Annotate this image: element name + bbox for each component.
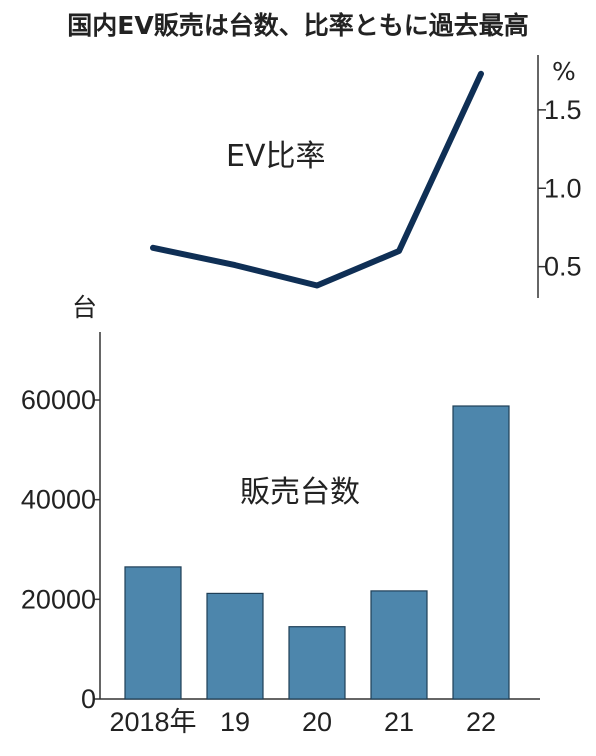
sales-y-tick-label: 20000 [21, 584, 96, 614]
sales-y-tick-label: 60000 [21, 385, 96, 415]
sales-bar [206, 592, 264, 700]
sales-bar-chart: 0 20000 40000 60000 台 2018年 19 20 21 22 販売台数 [21, 293, 540, 737]
sales-y-tick-label: 40000 [21, 485, 96, 515]
chart-title: 国内EV販売は台数、比率ともに過去最高 [67, 11, 529, 40]
sales-unit-label: 台 [72, 293, 97, 322]
ratio-y-tick-label: 1.5 [544, 95, 582, 125]
ratio-series-label: EV比率 [226, 139, 325, 174]
ratio-y-tick-label: 0.5 [544, 252, 582, 282]
sales-bar [124, 566, 182, 700]
ratio-unit-label: % [552, 57, 576, 86]
sales-bar [452, 405, 510, 700]
x-category-label: 20 [302, 707, 332, 737]
x-category-label: 22 [466, 707, 496, 737]
sales-y-tick-label: 0 [81, 684, 96, 714]
ratio-line-chart: 0.5 1.0 1.5% EV比率 [150, 55, 582, 298]
ratio-y-tick-label: 1.0 [544, 173, 582, 203]
x-category-label: 21 [384, 707, 414, 737]
x-category-label: 19 [220, 707, 250, 737]
sales-bar [288, 626, 346, 700]
ratio-series-line [150, 70, 484, 289]
sales-bar [370, 590, 428, 700]
x-category-label: 2018年 [109, 707, 196, 737]
sales-series-label: 販売台数 [240, 475, 360, 510]
